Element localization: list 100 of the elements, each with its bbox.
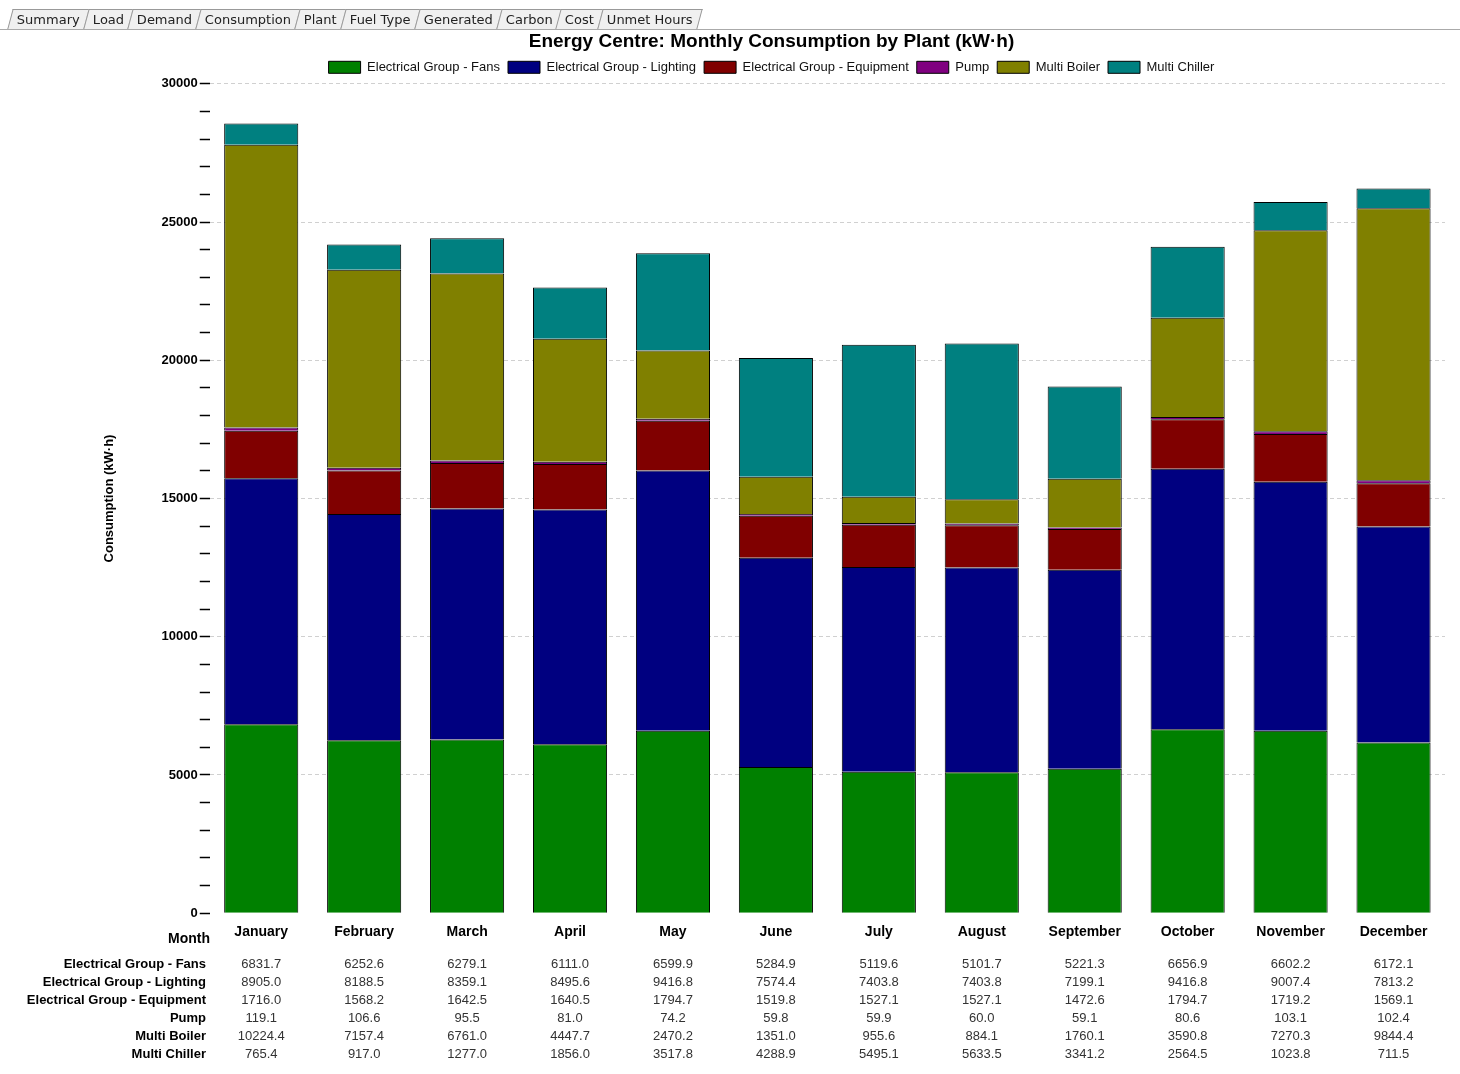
data-label: 59.8	[763, 1009, 789, 1025]
data-label: 3517.8	[653, 1045, 693, 1061]
data-label: 1856.0	[550, 1045, 590, 1061]
data-label: 103.1	[1274, 1009, 1307, 1025]
y-tick-label: 10000	[161, 628, 198, 644]
x-tick-label: June	[759, 923, 793, 940]
text: Pump	[169, 1009, 206, 1025]
text: Load	[92, 12, 124, 27]
y-tick-label: 20000	[161, 351, 198, 367]
y-tick-label: 0	[190, 904, 198, 920]
data-label: 2564.5	[1167, 1045, 1208, 1061]
data-label: 1527.1	[961, 991, 1002, 1007]
legend-label: Electrical Group - Fans	[367, 58, 501, 74]
data-label: 9844.4	[1373, 1027, 1414, 1043]
data-label: 81.0	[557, 1009, 583, 1025]
data-label: 6656.9	[1167, 955, 1208, 971]
x-tick-label: May	[659, 923, 687, 940]
data-label: 1527.1	[858, 991, 899, 1007]
x-tick-label: November	[1256, 923, 1326, 940]
data-label: 3341.2	[1064, 1045, 1105, 1061]
data-label: 7403.8	[961, 973, 1002, 989]
data-label: 4447.7	[550, 1027, 590, 1043]
legend-label: Multi Boiler	[1035, 58, 1101, 74]
x-tick-label: October	[1160, 923, 1216, 940]
y-tick-label: 25000	[161, 213, 198, 229]
text: Electrical Group - Fans	[63, 955, 206, 971]
text: Generated	[423, 12, 493, 27]
data-label: 765.4	[244, 1045, 278, 1061]
data-label: 1472.6	[1064, 991, 1105, 1007]
data-label: 5101.7	[961, 955, 1002, 971]
data-label: 5495.1	[858, 1045, 899, 1061]
x-axis-title: Month	[168, 930, 210, 947]
data-label: 102.4	[1377, 1009, 1410, 1025]
data-label: 8188.5	[344, 973, 385, 989]
data-label: 4288.9	[756, 1045, 796, 1061]
data-label: 8359.1	[447, 973, 487, 989]
data-label: 955.6	[862, 1027, 896, 1043]
data-label: 10224.4	[237, 1027, 285, 1043]
data-label: 1640.5	[550, 991, 590, 1007]
data-label: 1760.1	[1064, 1027, 1105, 1043]
data-label: 1794.7	[653, 991, 693, 1007]
data-label: 711.5	[1377, 1045, 1410, 1061]
text: Multi Boiler	[135, 1027, 206, 1043]
legend-label: Pump	[955, 58, 990, 74]
data-label: 5119.6	[859, 955, 899, 971]
x-tick-label: December	[1359, 923, 1428, 940]
data-label: 6111.0	[551, 955, 589, 971]
x-tick-label: September	[1048, 923, 1122, 940]
data-label: 7813.2	[1373, 973, 1414, 989]
y-axis-title: Consumption (kW·h)	[101, 434, 117, 563]
y-tick-label: 5000	[168, 766, 198, 782]
data-label: 60.0	[969, 1009, 995, 1025]
data-label: 3590.8	[1167, 1027, 1208, 1043]
legend-label: Electrical Group - Lighting	[546, 58, 697, 74]
x-tick-label: January	[234, 923, 289, 940]
data-label: 1568.2	[344, 991, 385, 1007]
data-label: 119.1	[245, 1009, 278, 1025]
x-tick-label: February	[334, 923, 395, 940]
data-label: 1023.8	[1270, 1045, 1311, 1061]
data-label: 74.2	[660, 1009, 686, 1025]
data-label: 80.6	[1175, 1009, 1201, 1025]
data-label: 1719.2	[1270, 991, 1311, 1007]
data-label: 884.1	[965, 1027, 999, 1043]
data-label: 5633.5	[961, 1045, 1002, 1061]
data-label: 59.1	[1072, 1009, 1098, 1025]
data-label: 7199.1	[1064, 973, 1105, 989]
data-label: 8905.0	[241, 973, 282, 989]
data-label: 7403.8	[858, 973, 899, 989]
data-label: 6761.0	[447, 1027, 487, 1043]
data-label: 7157.4	[344, 1027, 385, 1043]
x-tick-label: March	[446, 923, 488, 940]
data-label: 1277.0	[447, 1045, 487, 1061]
legend-label: Electrical Group - Equipment	[742, 58, 910, 74]
text: Summary	[16, 12, 80, 27]
text: Cost	[565, 12, 595, 27]
y-tick-label: 30000	[161, 75, 198, 91]
x-tick-label: July	[864, 923, 894, 940]
data-label: 95.5	[454, 1009, 480, 1025]
data-label: 7270.3	[1270, 1027, 1311, 1043]
x-tick-label: August	[957, 923, 1007, 940]
text: Consumption	[205, 12, 292, 27]
data-label: 5221.3	[1064, 955, 1105, 971]
data-label: 7574.4	[756, 973, 796, 989]
text: Electrical Group - Equipment	[26, 991, 206, 1007]
data-label: 1351.0	[756, 1027, 796, 1043]
text: Carbon	[505, 12, 553, 27]
text: Multi Chiller	[131, 1045, 206, 1061]
data-label: 1569.1	[1373, 991, 1414, 1007]
data-label: 1642.5	[447, 991, 487, 1007]
x-tick-label: April	[554, 923, 586, 940]
data-label: 6279.1	[447, 955, 487, 971]
data-label: 59.9	[866, 1009, 892, 1025]
legend-label: Multi Chiller	[1146, 58, 1216, 74]
data-label: 6599.9	[653, 955, 693, 971]
data-label: 106.6	[347, 1009, 381, 1025]
data-label: 6831.7	[241, 955, 282, 971]
data-label: 6252.6	[344, 955, 385, 971]
text: Plant	[304, 12, 337, 27]
data-label: 2470.2	[653, 1027, 693, 1043]
data-label: 9416.8	[1167, 973, 1208, 989]
